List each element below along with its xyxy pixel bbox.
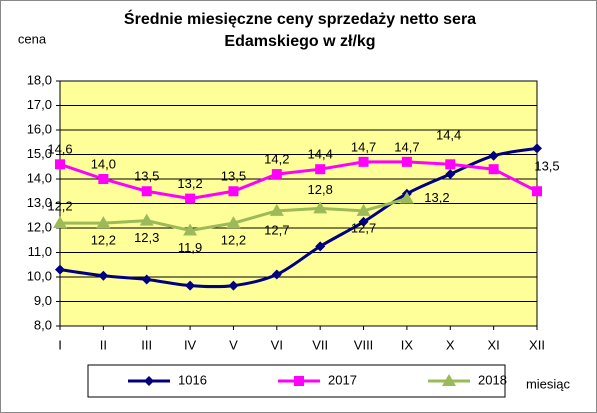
x-tick-label: III [141,337,152,352]
y-axis-label: cena [18,31,47,46]
data-label: 13,2 [424,190,449,205]
data-point [356,203,371,216]
legend-marker [294,376,304,386]
data-point [488,164,499,175]
data-point [98,270,109,281]
chart-title: Edamskiego w zł/kg [224,33,375,50]
data-label: 12,2 [91,233,116,248]
data-point [141,186,152,197]
y-tick-label: 12,0 [27,219,52,234]
x-tick-label: XI [487,337,499,352]
data-label: 12,7 [351,220,376,235]
data-point [488,150,499,161]
x-tick-label: XII [529,337,545,352]
y-tick-label: 16,0 [27,121,52,136]
data-point [228,280,239,291]
x-tick-label: I [58,337,62,352]
data-point [53,216,67,229]
data-point [532,186,542,197]
data-point [445,169,456,180]
legend-marker [442,374,456,386]
data-label: 14,7 [351,139,376,154]
data-point [226,216,241,229]
x-tick-label: X [446,337,455,352]
y-tick-label: 14,0 [27,170,52,185]
data-point [445,159,456,170]
data-point [185,280,196,291]
x-tick-label: V [229,337,238,352]
y-tick-label: 10,0 [27,268,52,283]
data-point [139,213,154,226]
data-point [183,223,198,236]
data-point [55,159,65,170]
data-label: 12,2 [47,199,72,214]
data-label: 13,5 [134,169,159,184]
y-tick-label: 18,0 [27,72,52,87]
data-label: 13,2 [177,176,202,191]
legend-label: 2018 [478,372,507,387]
data-point [399,191,414,204]
data-label: 14,0 [91,156,116,171]
data-label: 14,2 [264,152,289,167]
data-label: 13,5 [221,169,246,184]
legend-marker [144,376,154,386]
data-point [315,164,326,175]
x-tick-label: VIII [354,337,374,352]
data-point [55,264,65,275]
chart-title: Średnie miesięczne ceny sprzedaży netto … [124,9,476,28]
data-point [313,201,328,214]
x-tick-label: IV [184,337,197,352]
x-tick-label: VI [271,337,283,352]
data-label: 14,4 [308,147,333,162]
data-point [98,174,109,184]
data-point [401,156,412,167]
y-tick-label: 13,0 [27,195,52,210]
x-tick-label: II [100,337,107,352]
data-label: 12,3 [134,230,159,245]
data-point [358,216,369,227]
data-label: 12,8 [308,182,333,197]
y-tick-label: 11,0 [28,244,52,259]
data-label: 14,4 [436,128,461,143]
series-line [59,160,538,201]
data-label: 12,7 [264,222,289,237]
data-point [185,193,196,204]
legend-label: 1016 [178,372,207,387]
data-point [141,274,152,285]
data-point [269,203,284,216]
data-point [271,269,282,280]
y-tick-label: 15,0 [27,146,52,161]
data-label: 14,6 [47,142,72,157]
data-label: 11,9 [178,240,202,255]
data-point [228,186,239,197]
y-tick-label: 17,0 [27,97,52,112]
data-point [358,156,369,167]
data-label: 14,7 [394,139,419,154]
x-axis-label: miesiąc [526,376,571,391]
legend-label: 2017 [328,372,357,387]
data-label: 12,2 [221,233,246,248]
x-tick-label: VII [312,337,328,352]
data-point [532,143,542,154]
data-point [271,169,282,180]
data-point [315,241,326,252]
data-label: 13,5 [534,159,559,174]
y-tick-label: 8,0 [34,317,52,332]
x-tick-label: IX [401,337,414,352]
y-tick-label: 9,0 [34,293,52,308]
data-point [96,216,111,229]
